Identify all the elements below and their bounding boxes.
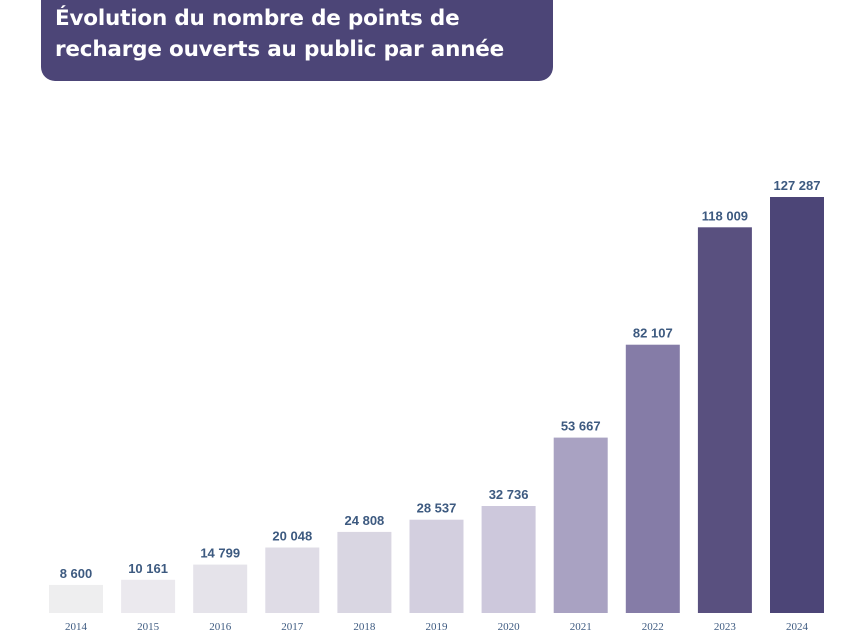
bar-2015 — [121, 579, 176, 613]
bar-2021 — [553, 437, 608, 613]
category-label-2019: 2019 — [426, 621, 449, 633]
value-label-2018: 24 808 — [345, 513, 385, 528]
value-label-2020: 32 736 — [489, 487, 529, 502]
chart-title: Évolution du nombre de points de recharg… — [55, 6, 505, 62]
bar-2023 — [697, 227, 752, 614]
bar-2017 — [265, 547, 320, 613]
value-label-2016: 14 799 — [200, 546, 240, 561]
value-label-2022: 82 107 — [633, 326, 673, 341]
bar-2018 — [337, 531, 392, 613]
bar-2024 — [770, 197, 824, 613]
category-label-2017: 2017 — [281, 621, 304, 633]
bar-2022 — [625, 344, 680, 613]
value-labels-group: 8 600 10 161 14 799 20 048 24 808 28 537 32 73… — [60, 178, 821, 581]
bar-2016 — [193, 564, 248, 613]
title-banner: Évolution du nombre de points de recharg… — [41, 0, 553, 81]
bar-2014 — [49, 584, 103, 613]
value-label-2014: 8 600 — [60, 566, 93, 581]
category-label-2023: 2023 — [714, 621, 737, 633]
bars-group — [49, 197, 824, 614]
bar-2020 — [481, 506, 536, 613]
value-label-2019: 28 537 — [417, 501, 457, 516]
category-label-2020: 2020 — [498, 621, 521, 633]
value-label-2015: 10 161 — [128, 561, 168, 576]
category-label-2021: 2021 — [570, 621, 592, 633]
value-label-2017: 20 048 — [272, 529, 312, 544]
category-label-2024: 2024 — [786, 621, 809, 633]
category-label-2014: 2014 — [65, 621, 88, 633]
value-label-2024: 127 287 — [774, 178, 821, 193]
bar-2019 — [409, 519, 464, 613]
category-label-2018: 2018 — [353, 621, 376, 633]
category-label-2016: 2016 — [209, 621, 232, 633]
value-label-2021: 53 667 — [561, 419, 601, 434]
category-label-2022: 2022 — [642, 621, 664, 633]
value-label-2023: 118 009 — [702, 208, 748, 223]
category-label-2015: 2015 — [137, 621, 160, 633]
category-labels-group: 2014 2015 2016 2017 2018 2019 2020 2021 2022 2023… — [65, 621, 809, 633]
